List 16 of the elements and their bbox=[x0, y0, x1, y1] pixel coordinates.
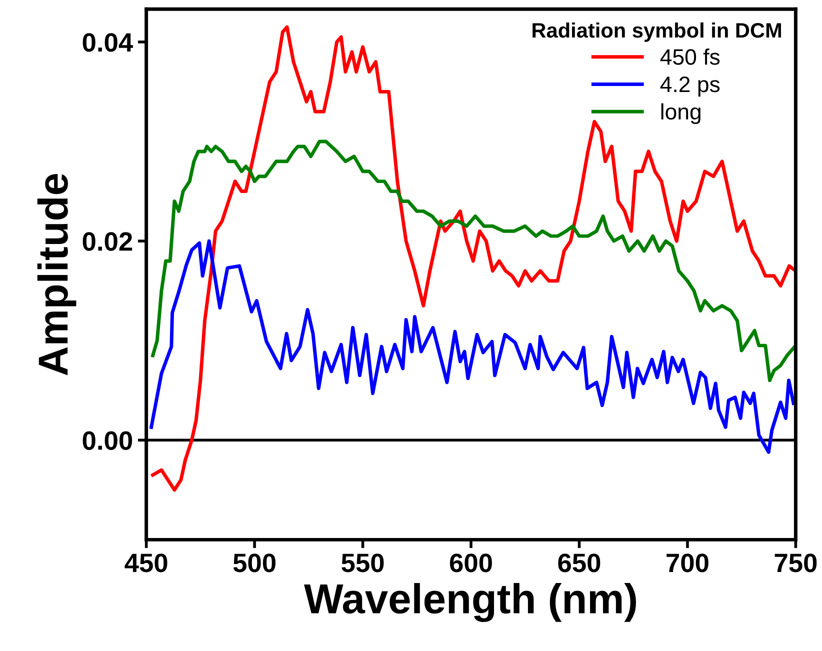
x-tick-label: 750 bbox=[774, 554, 817, 572]
x-tick-label: 700 bbox=[666, 554, 708, 572]
x-tick-label: 650 bbox=[558, 554, 600, 572]
legend-label: 450 fs bbox=[660, 48, 720, 65]
legend-title: Radiation symbol in DCM bbox=[532, 22, 781, 42]
x-tick-label: 600 bbox=[450, 554, 492, 572]
x-tick-label: 450 bbox=[124, 554, 168, 572]
y-axis-title: Amplitude bbox=[37, 174, 76, 376]
legend-label: 4.2 ps bbox=[660, 76, 720, 97]
legend-label: long bbox=[661, 103, 700, 124]
y-tick-label: 0.04 bbox=[82, 33, 133, 52]
y-tick-label: 0.02 bbox=[82, 232, 132, 251]
x-tick-label: 500 bbox=[233, 554, 276, 572]
x-axis-title: Wavelength (nm) bbox=[304, 583, 636, 622]
x-tick-label: 550 bbox=[342, 554, 384, 572]
y-tick-label: 0.00 bbox=[82, 431, 132, 450]
